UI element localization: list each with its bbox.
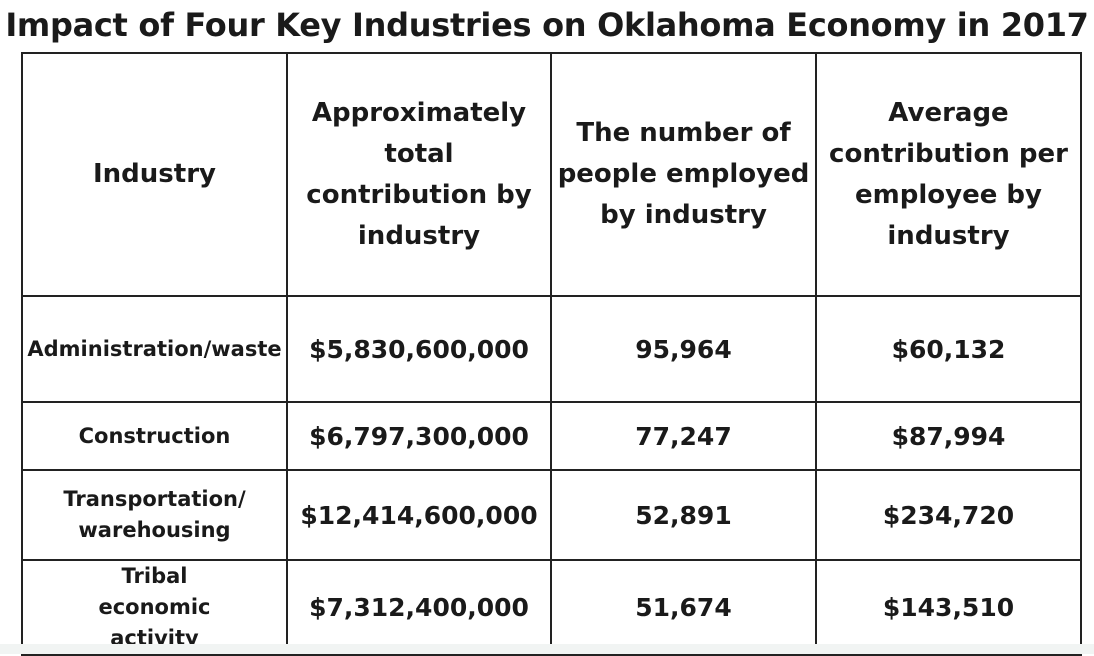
cell-per-employee: $87,994 — [815, 401, 1082, 471]
cell-industry: Administration/waste — [21, 295, 288, 403]
cell-total-contribution: $12,414,600,000 — [286, 469, 552, 561]
cell-total-contribution: $6,797,300,000 — [286, 401, 552, 471]
bottom-margin — [0, 644, 1094, 654]
cell-total-contribution: $7,312,400,000 — [286, 559, 552, 656]
header-contribution-per-employee: Average contribution per employee by ind… — [815, 52, 1082, 297]
header-people-employed: The number of people employed by industr… — [550, 52, 817, 297]
table-header-row: Industry Approximately total contributio… — [21, 52, 1082, 297]
cell-industry: Transportation/ warehousing — [21, 469, 288, 561]
cell-per-employee: $143,510 — [815, 559, 1082, 656]
cell-employed: 51,674 — [550, 559, 817, 656]
table-row: Administration/waste $5,830,600,000 95,9… — [21, 295, 1082, 403]
cell-total-contribution: $5,830,600,000 — [286, 295, 552, 403]
table-title: Impact of Four Key Industries on Oklahom… — [5, 6, 1089, 44]
table-row: Construction $6,797,300,000 77,247 $87,9… — [21, 401, 1082, 471]
industry-impact-table: Industry Approximately total contributio… — [21, 52, 1082, 656]
cell-per-employee: $60,132 — [815, 295, 1082, 403]
table-row: Tribal economic activity $7,312,400,000 … — [21, 559, 1082, 656]
cell-employed: 77,247 — [550, 401, 817, 471]
header-total-contribution: Approximately total contribution by indu… — [286, 52, 552, 297]
cell-employed: 52,891 — [550, 469, 817, 561]
table-row: Transportation/ warehousing $12,414,600,… — [21, 469, 1082, 561]
cell-employed: 95,964 — [550, 295, 817, 403]
cell-industry: Tribal economic activity — [21, 559, 288, 656]
cell-per-employee: $234,720 — [815, 469, 1082, 561]
cell-industry: Construction — [21, 401, 288, 471]
header-industry: Industry — [21, 52, 288, 297]
